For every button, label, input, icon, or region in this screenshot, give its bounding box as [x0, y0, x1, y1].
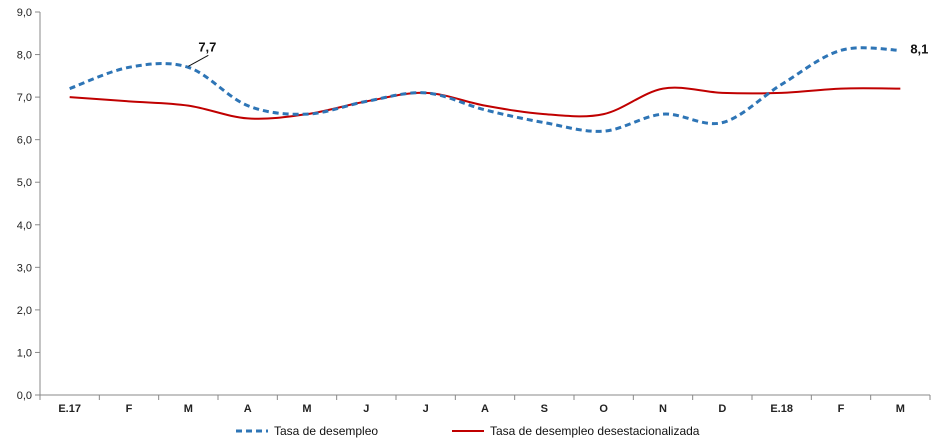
- y-tick-label: 0,0: [17, 390, 32, 402]
- y-tick-label: 1,0: [17, 347, 32, 359]
- annotation-layer: 7,7 8,1: [188, 39, 928, 67]
- y-tick-label: 4,0: [17, 220, 32, 232]
- x-tick-label: E.17: [58, 403, 81, 415]
- x-tick-label: O: [599, 403, 608, 415]
- x-tick-label: M: [896, 403, 905, 415]
- series-line-unemployment: [69, 46, 901, 133]
- y-tick-label: 9,0: [17, 7, 32, 19]
- legend-label-seasonally-adjusted: Tasa de desempleo desestacionalizada: [490, 424, 700, 438]
- data-label: 7,7: [198, 39, 216, 54]
- x-tick-label: J: [423, 403, 429, 415]
- x-tick-label: J: [363, 403, 369, 415]
- x-axis: E.17 F M A M J J A S O N D E.18 F M: [39, 394, 931, 415]
- x-tick-label: A: [244, 403, 252, 415]
- x-tick-label: M: [184, 403, 193, 415]
- y-tick-label: 2,0: [17, 305, 32, 317]
- x-tick-label: N: [659, 403, 667, 415]
- x-tick-label: D: [718, 403, 726, 415]
- legend: Tasa de desempleo Tasa de desempleo dese…: [236, 424, 700, 438]
- x-tick-label: F: [838, 403, 845, 415]
- x-tick-label: F: [126, 403, 133, 415]
- series-layer: [69, 46, 901, 133]
- y-tick-label: 8,0: [17, 50, 32, 62]
- series-line-seasonally-adjusted: [69, 86, 901, 120]
- data-label: 8,1: [910, 41, 928, 56]
- x-tick-label: M: [302, 403, 311, 415]
- x-tick-label: A: [481, 403, 489, 415]
- y-tick-label: 7,0: [17, 92, 32, 104]
- x-tick-label: E.18: [770, 403, 793, 415]
- data-label-leader: [188, 54, 209, 67]
- y-tick-label: 5,0: [17, 177, 32, 189]
- x-tick-label: S: [541, 403, 548, 415]
- y-tick-label: 3,0: [17, 262, 32, 274]
- y-axis: 0,0 1,0 2,0 3,0 4,0 5,0 6,0 7,0 8,0 9,0: [17, 7, 41, 402]
- legend-label-unemployment: Tasa de desempleo: [274, 424, 378, 438]
- y-tick-label: 6,0: [17, 135, 32, 147]
